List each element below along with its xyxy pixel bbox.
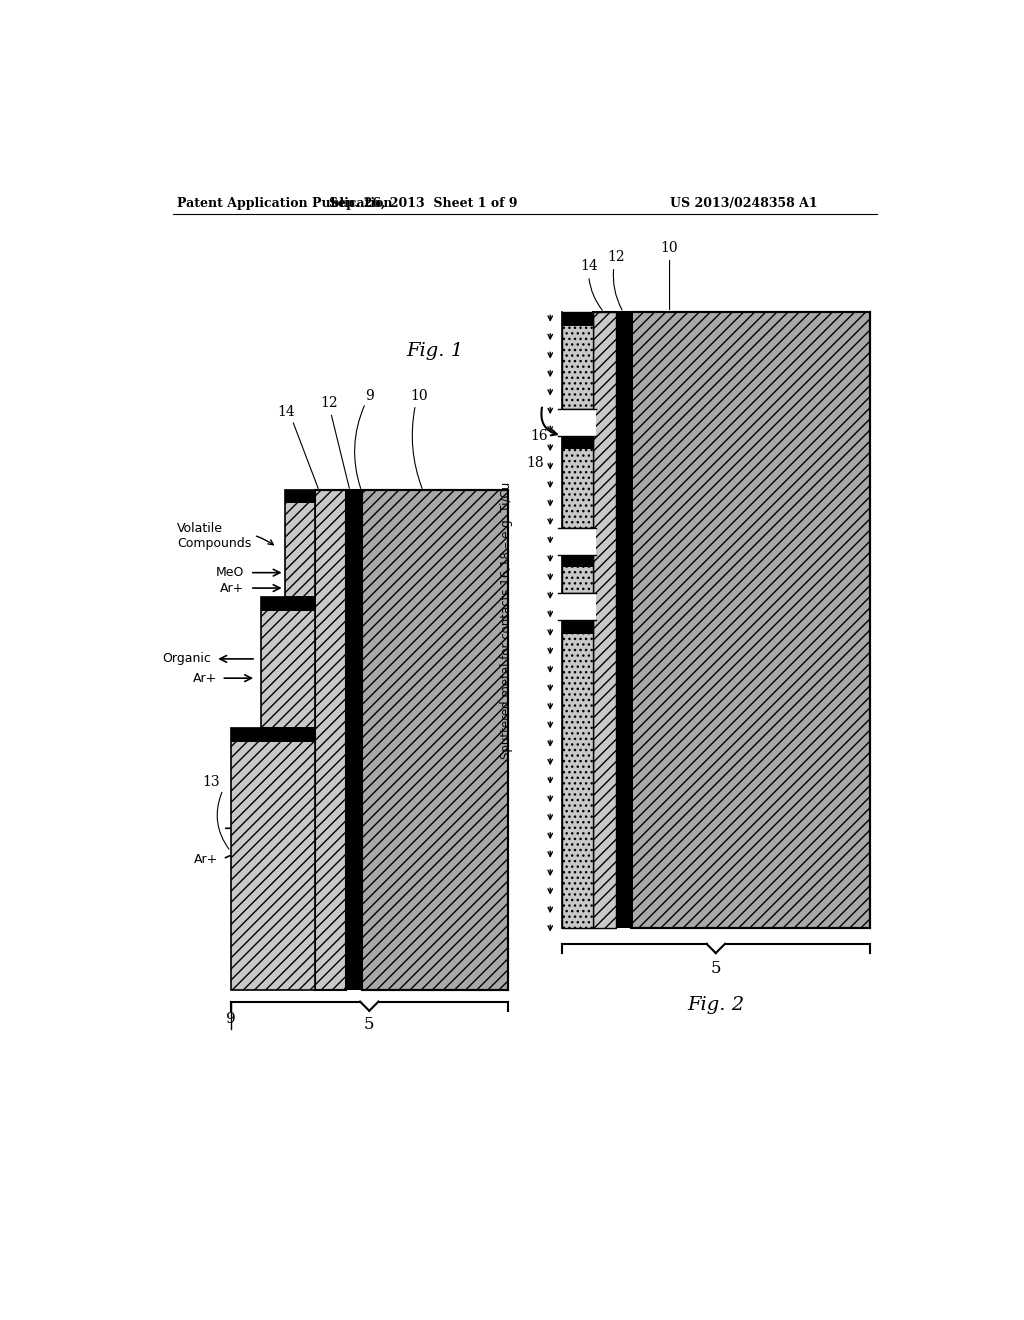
Text: Patent Application Publication: Patent Application Publication <box>177 197 392 210</box>
Text: Organic: Organic <box>163 652 211 665</box>
Bar <box>261 597 315 611</box>
Bar <box>346 490 361 990</box>
Text: Sep. 26, 2013  Sheet 1 of 9: Sep. 26, 2013 Sheet 1 of 9 <box>329 197 517 210</box>
Bar <box>562 313 593 326</box>
Text: Sputtered metal for contacts 16,18 – e.g. Ti/Cu: Sputtered metal for contacts 16,18 – e.g… <box>500 482 513 759</box>
Text: Ar+: Ar+ <box>220 582 245 594</box>
Bar <box>593 313 615 928</box>
Text: Fig. 2: Fig. 2 <box>687 997 744 1014</box>
Text: 14: 14 <box>580 259 602 310</box>
Bar <box>562 436 593 528</box>
Text: 9: 9 <box>365 388 374 403</box>
Text: 9: 9 <box>225 1012 236 1026</box>
Text: 16: 16 <box>529 429 548 442</box>
Text: US 2013/0248358 A1: US 2013/0248358 A1 <box>670 197 817 210</box>
Bar <box>261 597 315 729</box>
Text: 5: 5 <box>711 960 721 977</box>
Text: 13: 13 <box>203 775 220 789</box>
Text: Fig. 1: Fig. 1 <box>407 342 463 360</box>
Text: Ar+: Ar+ <box>195 853 218 866</box>
Bar <box>285 490 315 598</box>
Bar <box>631 313 869 928</box>
Bar <box>315 490 346 990</box>
Bar <box>230 729 315 990</box>
Bar <box>562 554 593 566</box>
Bar <box>562 436 593 449</box>
Text: MeO: MeO <box>216 566 245 579</box>
Text: Ar+: Ar+ <box>193 672 217 685</box>
Text: 14: 14 <box>278 405 295 420</box>
Bar <box>558 528 596 554</box>
Bar <box>558 594 596 620</box>
Text: 12: 12 <box>607 249 625 310</box>
Text: MeO: MeO <box>263 822 292 834</box>
Text: Volatile
Compounds: Volatile Compounds <box>177 521 273 549</box>
Bar <box>562 313 593 409</box>
Text: 10: 10 <box>660 240 678 310</box>
Bar <box>562 554 593 594</box>
Bar <box>285 490 315 503</box>
Text: 5: 5 <box>364 1016 375 1034</box>
Bar <box>615 313 633 928</box>
Bar <box>230 729 315 742</box>
Bar <box>361 490 508 990</box>
Bar <box>562 620 593 928</box>
Text: 12: 12 <box>321 396 338 411</box>
Bar <box>562 620 593 635</box>
Text: 18: 18 <box>526 455 544 470</box>
Text: 10: 10 <box>411 388 428 403</box>
Bar <box>558 409 596 436</box>
